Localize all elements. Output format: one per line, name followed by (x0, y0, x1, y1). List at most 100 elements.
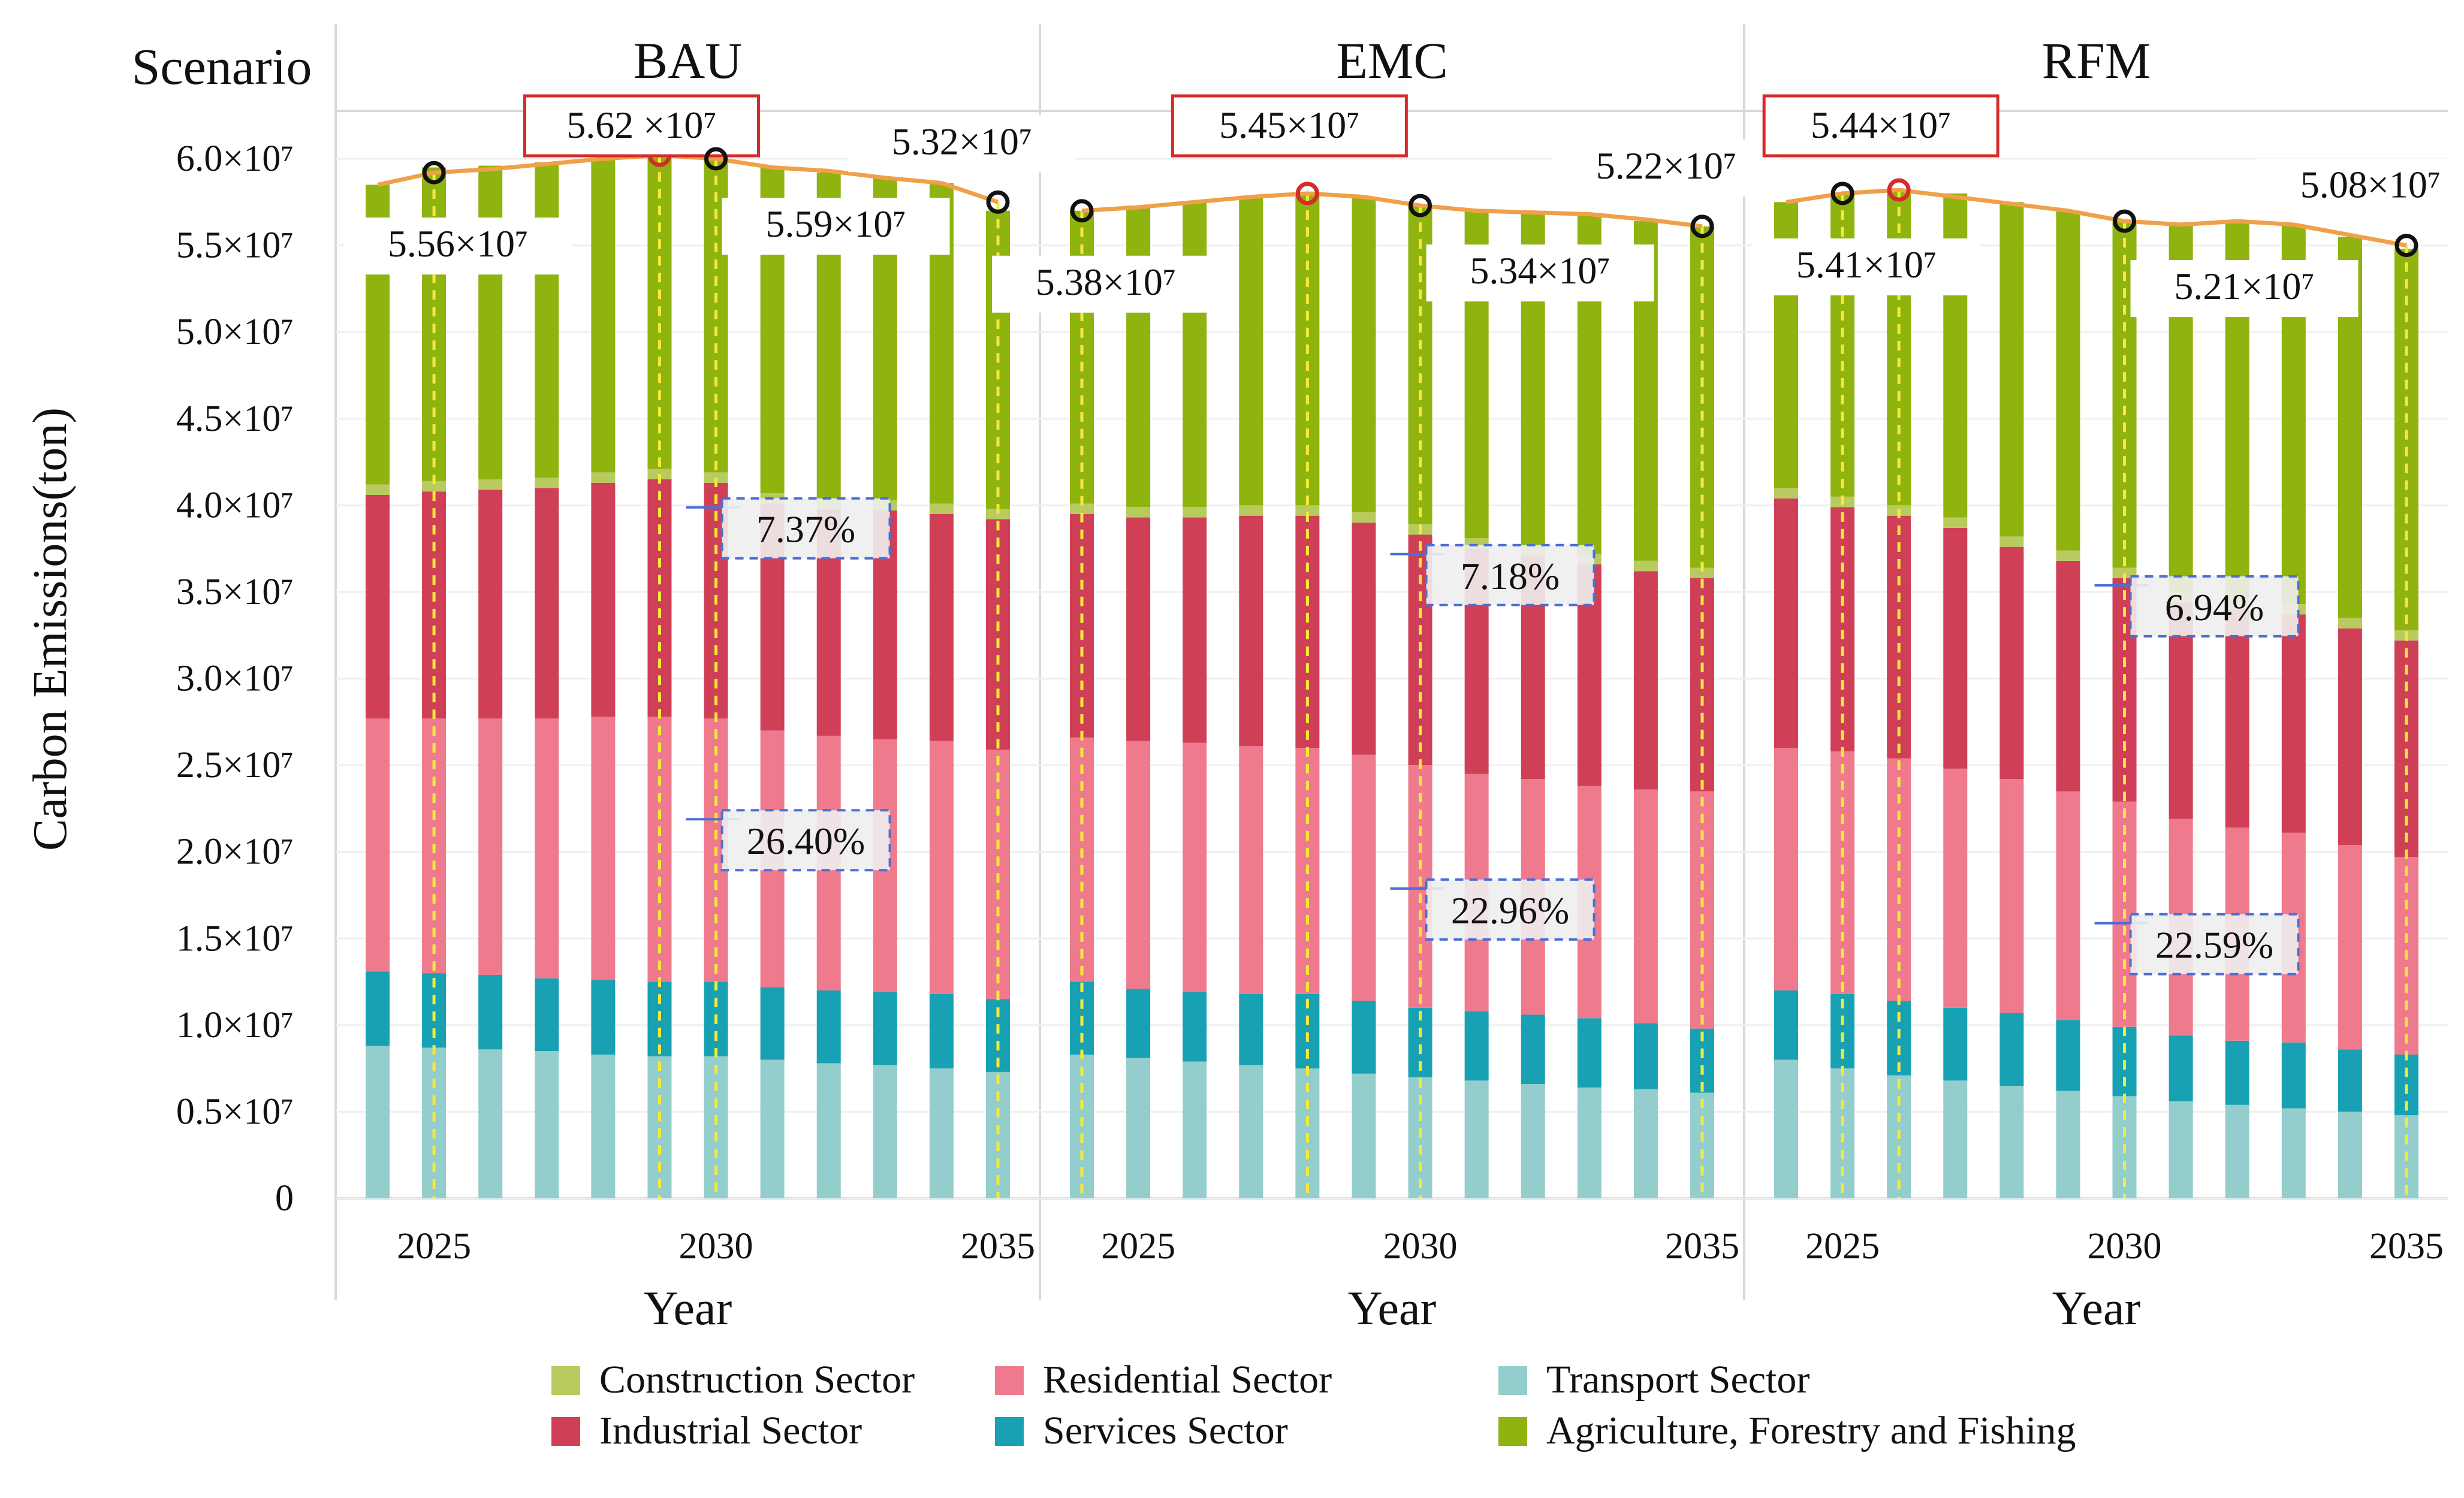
y-tick-label: 6.0×10⁷ (176, 138, 294, 179)
panel-emc: EMC 5.38×10⁷ 5.45×10⁷ 5.34×10⁷ 5.22×10⁷ 7.18%… (992, 32, 1780, 1335)
marker-circle-2025 (422, 161, 446, 185)
bar-residential-2029 (1352, 754, 1376, 1001)
y-tick-label: 1.5×10⁷ (176, 918, 294, 959)
marker-circle-2030 (704, 147, 728, 171)
marker-label-bg-2035 (2257, 158, 2464, 216)
bar-construction-2028 (591, 472, 616, 483)
marker-circle-2035 (1690, 215, 1714, 238)
bar-transport-2031 (760, 1059, 785, 1198)
bar-industrial-2034 (2338, 628, 2362, 845)
bar-transport-2028 (591, 1054, 616, 1198)
bar-services-2027 (1239, 993, 1263, 1065)
bar-construction-2024 (366, 484, 390, 495)
bar-residential-2027 (1943, 768, 1968, 1008)
highlight-box-2029 (523, 94, 760, 158)
bar-transport-2034 (929, 1068, 954, 1198)
pct-label-1: 26.40% (747, 820, 865, 862)
bar-residential-2034 (1633, 789, 1658, 1023)
gridlines (336, 158, 2448, 1200)
bar-construction-2034 (1633, 560, 1658, 572)
bar-industrial-2031 (2169, 602, 2193, 819)
bar-construction-2035 (986, 509, 1010, 520)
bar-residential-2034 (2338, 845, 2362, 1050)
bar-construction-2035 (1690, 567, 1714, 578)
x-tick-label-2035: 2035 (961, 1226, 1035, 1267)
marker-label-2029: 5.62 ×10⁷ (566, 104, 716, 146)
bar-construction-2028 (1999, 536, 2024, 547)
bar-industrial-2032 (2225, 609, 2249, 828)
bar-agriculture-2029 (2056, 210, 2080, 551)
legend-swatch-4 (995, 1417, 1024, 1446)
x-tick-label-2030: 2030 (2088, 1226, 2162, 1267)
bar-industrial-2033 (2281, 614, 2306, 833)
marker-label-bg-2035 (1552, 139, 1780, 197)
y-tick-label: 4.0×10⁷ (176, 485, 294, 525)
bar-industrial-2026 (478, 490, 503, 719)
bar-services-2027 (535, 978, 559, 1052)
bar-transport-2031 (2169, 1101, 2193, 1198)
bar-industrial-2026 (1887, 515, 1911, 759)
bar-transport-2027 (535, 1051, 559, 1198)
bar-transport-2027 (1239, 1065, 1263, 1198)
legend-label-3: Industrial Sector (599, 1409, 862, 1452)
marker-label-bg-2035 (848, 115, 1076, 173)
marker-label-bg-2030 (1426, 244, 1654, 302)
panel-bau: BAU 5.56×10⁷ 5.62 ×10⁷ 5.59×10⁷ 5.32×10⁷ 7.37… (344, 32, 1076, 1335)
pct-box-0 (720, 497, 891, 560)
legend-swatch-3 (551, 1417, 580, 1446)
pct-box-0 (2129, 575, 2300, 638)
y-tick-label: 0 (275, 1178, 294, 1219)
bar-construction-2027 (1239, 505, 1263, 516)
bar-services-2029 (2056, 1020, 2080, 1091)
bar-services-2024 (1774, 990, 1798, 1060)
bar-services-2029 (1352, 1001, 1376, 1074)
highlight-box-2026 (1762, 94, 1999, 158)
bar-industrial-2034 (929, 514, 954, 741)
bar-transport-2032 (2225, 1104, 2249, 1198)
bar-services-2025 (1126, 989, 1151, 1058)
bar-residential-2027 (535, 718, 559, 978)
bar-construction-2025 (422, 481, 447, 492)
bar-industrial-2026 (1183, 517, 1207, 743)
bar-transport-2024 (1774, 1059, 1798, 1198)
bar-construction-2028 (1295, 505, 1320, 516)
bar-services-2034 (929, 993, 954, 1069)
pct-label-1: 22.96% (1451, 889, 1569, 932)
x-tick-label-2030: 2030 (679, 1226, 753, 1267)
bar-residential-2024 (1070, 737, 1094, 982)
marker-label-2030: 5.21×10⁷ (2174, 265, 2314, 307)
bar-services-2034 (2338, 1049, 2362, 1112)
pct-label-0: 7.37% (756, 508, 855, 551)
bar-services-2032 (2225, 1040, 2249, 1105)
bar-industrial-2027 (535, 488, 559, 719)
bar-services-2032 (816, 990, 841, 1064)
legend-label-4: Services Sector (1043, 1409, 1288, 1452)
x-tick-label-2025: 2025 (397, 1226, 471, 1267)
marker-label-2024: 5.38×10⁷ (1036, 261, 1176, 303)
bar-services-2027 (1943, 1007, 1968, 1081)
marker-label-2030: 5.34×10⁷ (1470, 249, 1610, 292)
y-tick-label: 3.5×10⁷ (176, 572, 294, 612)
pct-label-0: 6.94% (2165, 586, 2264, 629)
legend-label-0: Construction Sector (599, 1358, 915, 1402)
bar-transport-2025 (422, 1047, 447, 1198)
y-tick-label: 2.5×10⁷ (176, 745, 294, 786)
y-tick-label: 5.5×10⁷ (176, 225, 294, 266)
bar-agriculture-2027 (535, 162, 559, 478)
bar-construction-2027 (535, 478, 559, 488)
bar-services-2031 (2169, 1035, 2193, 1102)
bar-services-2032 (1521, 1014, 1545, 1085)
legend-swatch-1 (995, 1366, 1024, 1395)
pct-box-0 (1425, 543, 1596, 606)
marker-label-2025: 5.56×10⁷ (388, 222, 528, 265)
marker-circle-2035 (986, 190, 1010, 214)
marker-circle-2026 (1887, 178, 1911, 202)
bar-transport-2034 (1633, 1089, 1658, 1198)
y-axis-title: Carbon Emissions(ton) (24, 407, 77, 851)
bar-transport-2033 (1577, 1087, 1602, 1198)
bar-transport-2033 (873, 1065, 897, 1198)
bar-construction-2024 (1774, 488, 1798, 499)
bar-industrial-2024 (366, 494, 390, 719)
bar-transport-2028 (1999, 1086, 2024, 1198)
bar-residential-2026 (1183, 742, 1207, 992)
